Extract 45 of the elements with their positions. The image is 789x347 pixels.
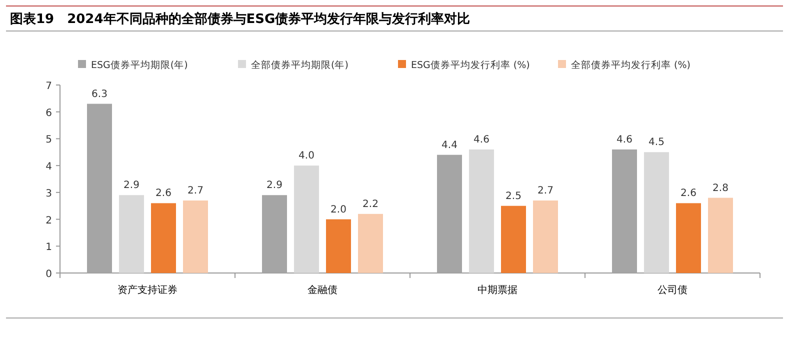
- data-label: 2.9: [124, 180, 140, 192]
- data-label: 2.2: [362, 198, 378, 210]
- bar: [151, 203, 176, 273]
- bar: [119, 195, 144, 273]
- legend-label: ESG债券平均发行利率 (%): [411, 59, 530, 71]
- x-tick-label: 中期票据: [478, 284, 518, 296]
- bar: [533, 200, 558, 273]
- data-label: 4.0: [298, 150, 314, 162]
- y-tick-label: 0: [46, 269, 52, 280]
- data-label: 2.7: [188, 185, 204, 196]
- data-label: 2.6: [156, 188, 172, 200]
- bar: [469, 149, 494, 273]
- data-label: 4.6: [616, 134, 632, 146]
- legend-label: 全部债券平均期限(年): [251, 59, 348, 71]
- bar: [644, 152, 669, 273]
- legend-label: ESG债券平均期限(年): [91, 59, 188, 71]
- data-label: 2.9: [266, 180, 282, 192]
- data-label: 2.6: [680, 188, 696, 200]
- y-tick-label: 6: [46, 108, 52, 119]
- bar: [501, 206, 526, 273]
- bar: [183, 200, 208, 273]
- x-tick-label: 金融债: [308, 284, 338, 296]
- x-tick-label: 资产支持证券: [118, 284, 178, 296]
- data-label: 2.8: [712, 182, 728, 194]
- y-tick-label: 3: [46, 188, 52, 200]
- data-label: 2.7: [538, 185, 554, 196]
- x-tick-label: 公司债: [658, 284, 688, 296]
- y-tick-label: 2: [46, 215, 52, 226]
- bar: [708, 198, 733, 273]
- bar: [326, 219, 351, 273]
- y-tick-label: 7: [46, 81, 52, 92]
- bar: [676, 203, 701, 273]
- title: 图表19 2024年不同品种的全部债券与ESG债券平均发行年限与发行利率对比: [10, 12, 470, 27]
- data-label: 4.6: [474, 134, 490, 146]
- data-label: 2.5: [506, 190, 522, 202]
- y-tick-label: 5: [46, 134, 52, 146]
- data-label: 4.4: [442, 140, 458, 151]
- data-label: 4.5: [648, 137, 664, 148]
- data-label: 2.0: [330, 204, 346, 216]
- data-label: 6.3: [92, 88, 108, 100]
- legend-label: 全部债券平均发行利率 (%): [571, 59, 690, 71]
- y-tick-label: 1: [46, 242, 52, 254]
- bar: [294, 166, 319, 273]
- y-tick-label: 4: [46, 162, 52, 173]
- bar: [358, 214, 383, 273]
